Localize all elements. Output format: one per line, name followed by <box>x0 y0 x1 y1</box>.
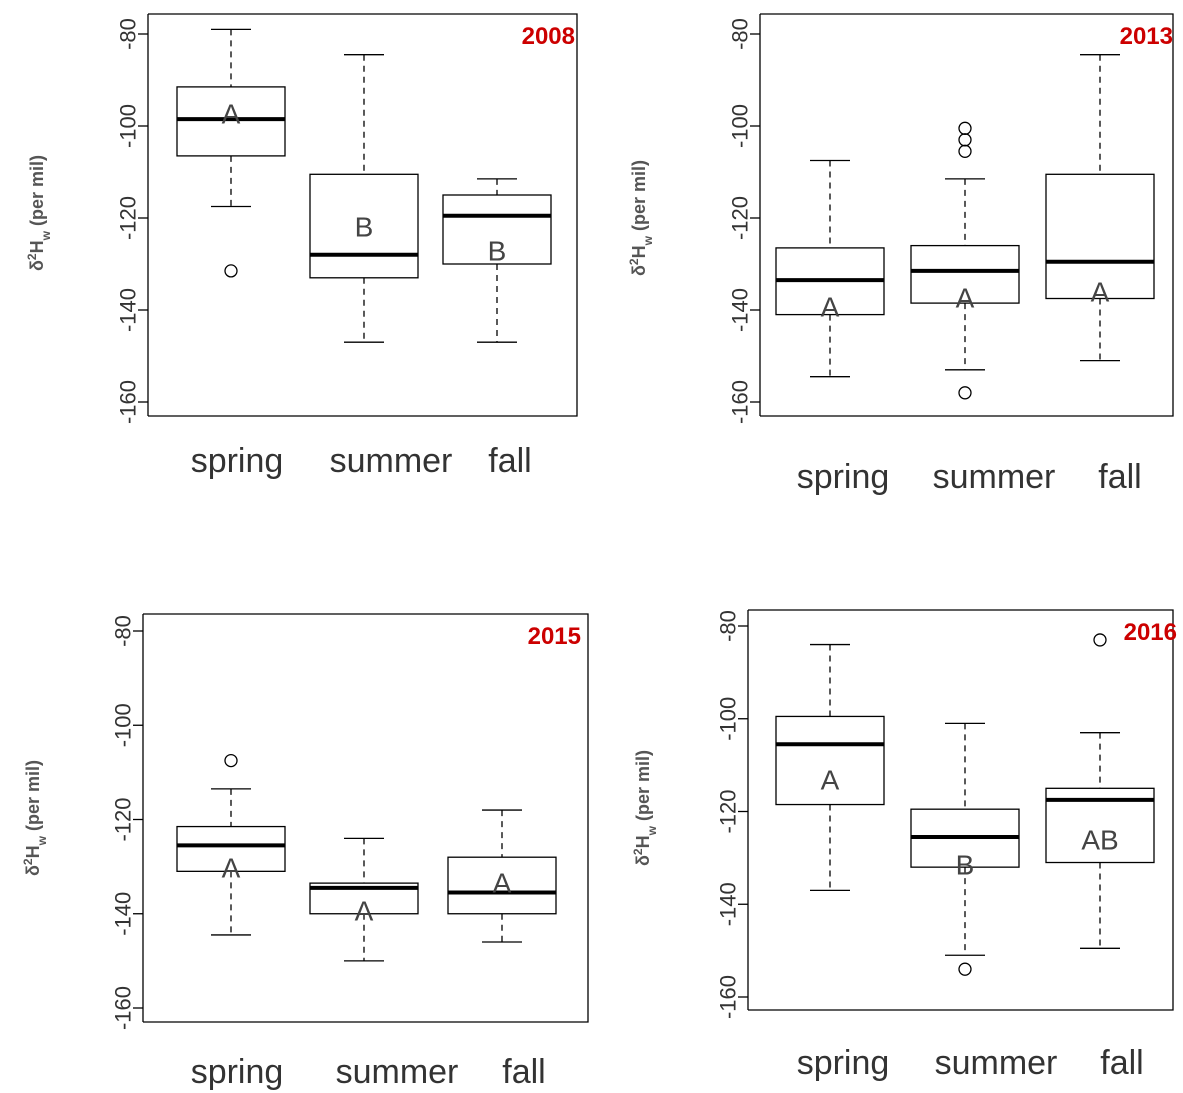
y-axis-label: δ2Hw (per mil) <box>631 750 659 866</box>
group-letter: A <box>355 896 374 927</box>
y-tick-label: -160 <box>716 975 741 1019</box>
category-label-spring: spring <box>191 1053 284 1091</box>
chart-panel-2015: -80 -100 -120 -140 -160 δ2Hw (per mil) A A Aspri… <box>21 613 589 1091</box>
category-label-fall: fall <box>1100 1044 1143 1082</box>
category-label-summer: summer <box>935 1044 1058 1082</box>
year-label: 2015 <box>528 623 581 650</box>
group-letter: A <box>821 292 840 323</box>
group-letter: A <box>222 99 241 130</box>
box-spring: A <box>775 643 885 891</box>
y-tick-label: -80 <box>116 18 141 50</box>
box-spring: A <box>775 159 885 378</box>
y-tick-label: -160 <box>728 380 753 424</box>
box-fall: A <box>1045 54 1155 362</box>
y-tick-label: -120 <box>116 196 141 240</box>
y-tick-label: -160 <box>111 986 136 1030</box>
group-letter: A <box>821 765 840 796</box>
outlier-point <box>1093 633 1107 647</box>
y-tick-label: -100 <box>116 104 141 148</box>
category-label-fall: fall <box>1098 458 1141 496</box>
box-fall: AB <box>1045 633 1155 949</box>
category-label-spring: spring <box>797 458 890 496</box>
year-label: 2013 <box>1120 23 1173 50</box>
chart-panel-2008: -80 -100 -120 -140 -160 δ2Hw (per mil) A B Bspri… <box>25 13 578 480</box>
outlier-point <box>224 264 238 278</box>
group-letter: B <box>956 850 975 881</box>
iqr-box <box>176 86 286 157</box>
box-summer: A <box>309 837 419 962</box>
plot-frame <box>148 13 578 417</box>
iqr-box <box>176 825 286 872</box>
outlier-point <box>958 144 972 158</box>
group-letter: A <box>1091 277 1110 308</box>
y-tick-label: -80 <box>728 18 753 50</box>
category-label-summer: summer <box>330 442 453 480</box>
y-tick-label: -140 <box>716 882 741 926</box>
category-label-spring: spring <box>191 442 284 480</box>
iqr-box <box>447 856 557 915</box>
box-summer: B <box>309 54 419 343</box>
plot-frame <box>143 613 589 1023</box>
iqr-box <box>910 244 1020 304</box>
box-spring: A <box>176 28 286 278</box>
iqr-box <box>442 194 552 265</box>
outlier-point <box>958 121 972 135</box>
box-spring: A <box>176 753 286 936</box>
y-tick-label: -120 <box>728 196 753 240</box>
group-letter: A <box>222 853 241 884</box>
y-tick-label: -100 <box>111 703 136 747</box>
category-label-spring: spring <box>797 1044 890 1082</box>
year-label: 2016 <box>1124 619 1177 646</box>
box-fall: B <box>442 178 552 343</box>
y-tick-label: -120 <box>111 797 136 841</box>
box-summer: A <box>910 121 1020 400</box>
y-tick-label: -140 <box>116 288 141 332</box>
group-letter: B <box>488 236 507 267</box>
box-summer: B <box>910 722 1020 976</box>
box-fall: A <box>447 809 557 943</box>
y-tick-label: -140 <box>111 892 136 936</box>
iqr-box <box>775 715 885 806</box>
year-label: 2008 <box>522 23 575 50</box>
iqr-box <box>309 173 419 279</box>
y-tick-label: -160 <box>116 380 141 424</box>
category-label-summer: summer <box>336 1053 459 1091</box>
y-axis-label: δ2Hw (per mil) <box>627 160 655 276</box>
y-axis-label: δ2Hw (per mil) <box>25 155 53 271</box>
outlier-point <box>958 386 972 400</box>
outlier-point <box>224 753 238 768</box>
outlier-point <box>958 962 972 976</box>
iqr-box <box>1045 173 1155 300</box>
plot-frame <box>748 609 1174 1011</box>
y-axis-label: δ2Hw (per mil) <box>21 760 49 876</box>
y-tick-label: -80 <box>111 615 136 647</box>
y-tick-label: -140 <box>728 288 753 332</box>
category-label-fall: fall <box>488 442 531 480</box>
y-tick-label: -100 <box>728 104 753 148</box>
chart-panel-2013: -80 -100 -120 -140 -160 δ2Hw (per mil) A A Aspri… <box>627 13 1174 496</box>
y-tick-label: -100 <box>716 697 741 741</box>
group-letter: A <box>956 283 975 314</box>
category-label-summer: summer <box>933 458 1056 496</box>
category-label-fall: fall <box>502 1053 545 1091</box>
group-letter: AB <box>1081 825 1118 856</box>
plot-frame <box>760 13 1174 417</box>
group-letter: A <box>493 868 512 899</box>
outlier-point <box>958 133 972 147</box>
y-tick-label: -120 <box>716 789 741 833</box>
group-letter: B <box>355 212 374 243</box>
y-tick-label: -80 <box>716 610 741 642</box>
